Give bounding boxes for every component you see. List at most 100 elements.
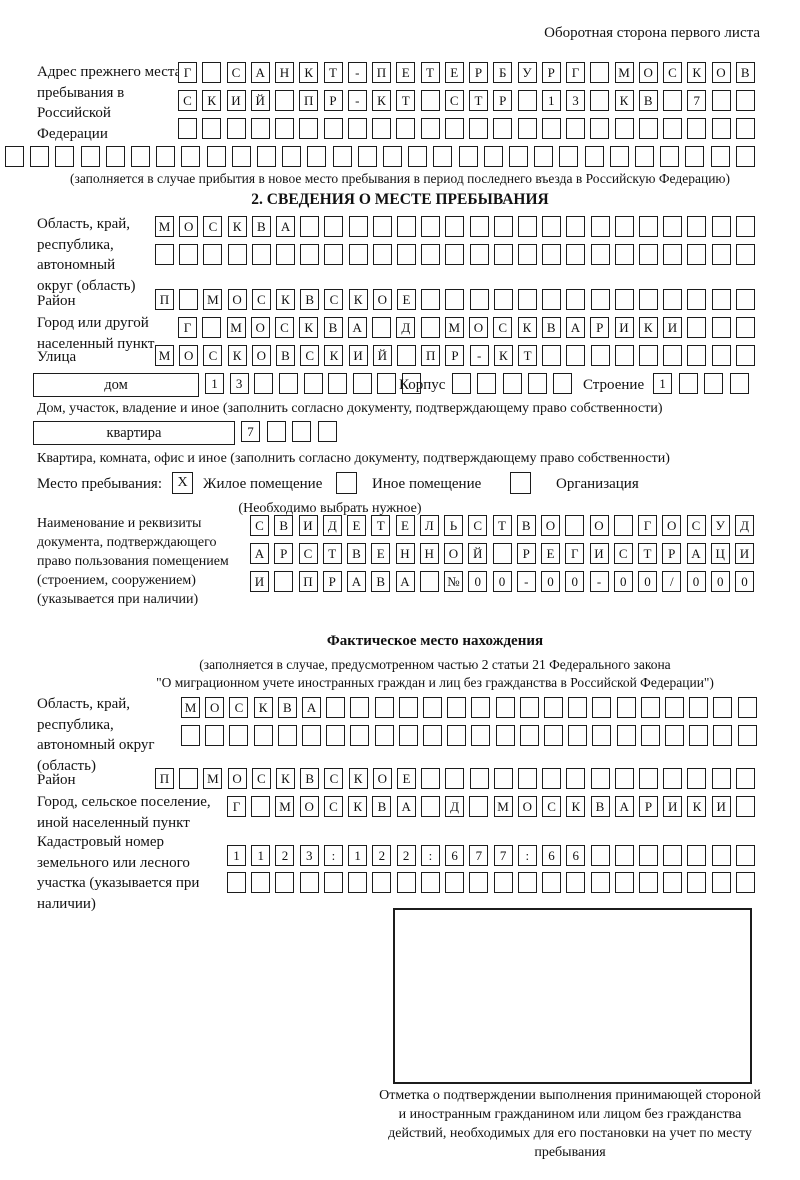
prev-address-row-3[interactable] (178, 118, 755, 141)
form-cell[interactable]: С (178, 90, 197, 111)
form-cell[interactable] (408, 146, 428, 167)
form-cell[interactable] (5, 146, 24, 167)
form-cell[interactable]: С (250, 515, 269, 536)
form-cell[interactable] (324, 216, 344, 237)
form-cell[interactable] (638, 845, 658, 866)
form-cell[interactable] (347, 118, 367, 139)
form-cell[interactable]: 0 (565, 571, 585, 592)
korpus-row[interactable] (452, 373, 572, 396)
form-cell[interactable]: В (638, 90, 658, 111)
form-cell[interactable] (348, 244, 368, 265)
form-cell[interactable] (420, 796, 440, 817)
form-cell[interactable] (251, 244, 271, 265)
form-cell[interactable] (202, 317, 222, 338)
form-cell[interactable]: С (663, 62, 682, 83)
form-cell[interactable] (566, 872, 586, 893)
form-cell[interactable] (452, 373, 471, 394)
form-cell[interactable] (519, 725, 539, 746)
form-cell[interactable] (469, 289, 489, 310)
form-cell[interactable]: В (251, 216, 271, 237)
form-cell[interactable] (568, 697, 588, 718)
form-cell[interactable] (663, 90, 682, 111)
form-cell[interactable]: 3 (229, 373, 249, 394)
form-cell[interactable] (639, 289, 659, 310)
form-cell[interactable]: Г (638, 515, 657, 536)
form-cell[interactable]: Е (396, 62, 416, 83)
form-cell[interactable] (202, 62, 222, 83)
form-cell[interactable] (307, 146, 327, 167)
form-cell[interactable] (665, 725, 685, 746)
form-cell[interactable] (735, 845, 755, 866)
form-cell[interactable]: С (613, 543, 633, 564)
form-cell[interactable]: В (516, 515, 536, 536)
form-cell[interactable] (227, 872, 246, 893)
form-cell[interactable]: М (444, 317, 464, 338)
form-cell[interactable] (276, 244, 296, 265)
form-cell[interactable]: Т (638, 543, 657, 564)
form-cell[interactable]: Т (469, 90, 488, 111)
form-cell[interactable] (534, 146, 554, 167)
document-row-3[interactable]: И П Р А В А № 0 0-0 0-0 0/0 0 0 (250, 571, 754, 594)
form-cell[interactable] (299, 118, 319, 139)
form-cell[interactable]: 6 (542, 845, 562, 866)
form-cell[interactable]: И (663, 796, 683, 817)
form-cell[interactable]: М (226, 317, 246, 338)
form-cell[interactable]: Р (541, 62, 561, 83)
form-cell[interactable]: А (250, 62, 270, 83)
form-cell[interactable]: 7 (469, 845, 489, 866)
form-cell[interactable] (590, 289, 610, 310)
form-cell[interactable] (206, 146, 226, 167)
form-cell[interactable]: 7 (241, 421, 260, 442)
form-cell[interactable] (348, 872, 368, 893)
form-cell[interactable]: В (274, 515, 294, 536)
form-cell[interactable] (226, 118, 246, 139)
form-cell[interactable]: - (469, 345, 489, 366)
form-cell[interactable]: М (181, 697, 200, 718)
form-cell[interactable]: О (444, 543, 463, 564)
form-cell[interactable]: Т (420, 62, 440, 83)
form-cell[interactable] (374, 697, 394, 718)
form-cell[interactable] (445, 244, 465, 265)
form-cell[interactable] (447, 697, 467, 718)
form-cell[interactable]: И (711, 796, 731, 817)
form-cell[interactable] (492, 543, 512, 564)
form-cell[interactable] (638, 872, 658, 893)
form-cell[interactable] (469, 118, 488, 139)
form-cell[interactable]: К (493, 345, 513, 366)
form-cell[interactable] (483, 146, 503, 167)
form-cell[interactable]: Р (445, 345, 465, 366)
form-cell[interactable] (517, 90, 537, 111)
form-cell[interactable]: Е (347, 515, 366, 536)
form-cell[interactable] (609, 146, 629, 167)
form-cell[interactable] (181, 146, 201, 167)
form-cell[interactable] (278, 373, 298, 394)
form-cell[interactable]: 2 (396, 845, 416, 866)
form-cell[interactable]: Е (541, 543, 560, 564)
form-cell[interactable] (277, 725, 297, 746)
form-cell[interactable] (421, 216, 441, 237)
form-cell[interactable] (447, 725, 467, 746)
form-cell[interactable] (55, 146, 75, 167)
form-cell[interactable] (420, 118, 440, 139)
form-cell[interactable]: И (735, 543, 754, 564)
form-cell[interactable]: 1 (348, 845, 368, 866)
apartment-row[interactable]: 7 (241, 421, 337, 444)
form-cell[interactable] (420, 317, 440, 338)
form-cell[interactable]: М (203, 289, 223, 310)
form-cell[interactable] (687, 872, 707, 893)
form-cell[interactable] (517, 118, 537, 139)
form-cell[interactable]: - (347, 90, 367, 111)
form-cell[interactable]: А (614, 796, 634, 817)
form-cell[interactable] (445, 216, 465, 237)
form-cell[interactable]: С (203, 216, 223, 237)
form-cell[interactable]: С (324, 289, 344, 310)
al-region-row-2[interactable] (181, 725, 757, 748)
form-cell[interactable]: К (566, 796, 586, 817)
form-cell[interactable]: О (541, 515, 560, 536)
form-cell[interactable] (179, 244, 199, 265)
form-cell[interactable]: К (299, 62, 319, 83)
form-cell[interactable] (614, 244, 634, 265)
